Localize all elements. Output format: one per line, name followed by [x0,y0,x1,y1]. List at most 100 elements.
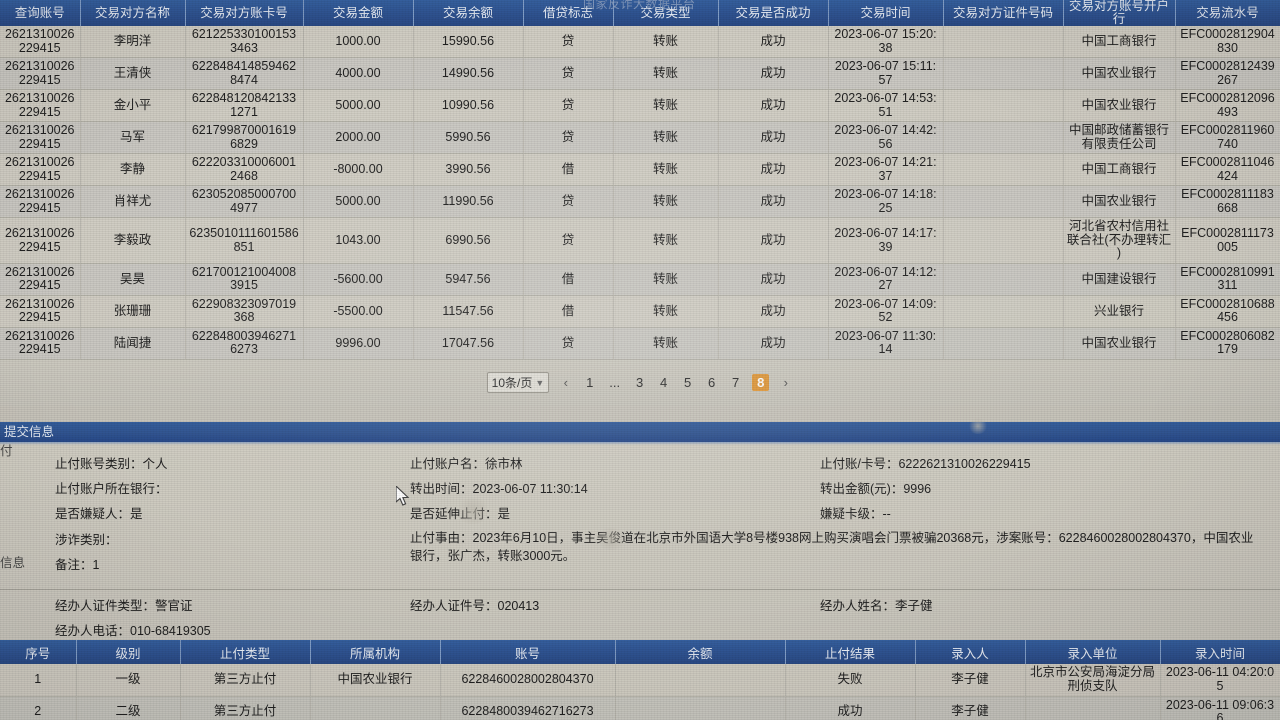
cell-counterparty-name: 李明洋 [80,26,186,59]
cell-idno [943,57,1064,91]
cell-amount: 1000.00 [303,26,414,59]
table-row[interactable]: 2621310026229415 张珊珊 622908323097019368 … [0,295,1280,328]
page-button-3[interactable]: 3 [635,375,644,391]
page-button-5[interactable]: 5 [683,375,692,391]
page-button-6[interactable]: 6 [707,375,716,391]
cell-time: 2023-06-07 15:20:38 [828,26,944,59]
cell-success: 成功 [718,185,829,219]
cell-counterparty-card: 6228481208421331271 [185,89,304,123]
page-button-1[interactable]: 1 [586,375,594,391]
cell-serial: EFC0002810688456 [1175,295,1280,328]
cell-amount: 4000.00 [303,57,414,91]
cell-time: 2023-06-07 14:42:56 [828,121,944,155]
th-stop-result[interactable]: 止付结果 [785,640,916,664]
transaction-table-header: 查询账号 交易对方名称 交易对方账卡号 交易金额 交易余额 借贷标志 交易类型 … [0,0,1280,27]
next-page-button[interactable]: › [783,375,789,391]
table-row[interactable]: 2621310026229415 李明洋 6212253301001533463… [0,26,1280,59]
page-size-select[interactable]: 10条/页 ▼ [486,372,550,394]
reason-block: 涉诈类别： 备注：1 止付事由：2023年6月10日，事主吴俊道在北京市外国语大… [0,525,1280,583]
cell-stop-type: 第三方止付 [180,664,311,697]
cell-amount: -8000.00 [303,153,414,187]
chevron-down-icon: ▼ [535,377,545,388]
cell-counterparty-name: 吴昊 [80,263,186,296]
th-no[interactable]: 序号 [0,640,77,664]
cell-counterparty-card: 6217998700016196829 [185,121,304,155]
field-transfer-time: 转出时间：2023-06-07 11:30:14 [410,481,588,496]
cell-query-account: 2621310026229415 [0,121,81,155]
page-ellipsis[interactable]: ... [609,375,621,391]
th-unit[interactable]: 录入单位 [1025,640,1161,664]
table-row[interactable]: 2621310026229415 金小平 6228481208421331271… [0,89,1280,123]
page-button-4[interactable]: 4 [659,375,668,391]
cell-no: 2 [0,696,77,720]
cell-query-account: 2621310026229415 [0,57,81,91]
cell-counterparty-card: 622908323097019368 [185,295,304,328]
table-row[interactable]: 2 二级 第三方止付 6228480039462716273 成功 李子健 20… [0,696,1280,720]
th-counterparty-bank[interactable]: 交易对方账号开户行 [1063,0,1176,27]
th-account[interactable]: 账号 [440,640,616,664]
cell-type: 转账 [613,217,719,264]
th-counterparty-idno[interactable]: 交易对方证件号码 [943,0,1064,27]
handler-row-2: 经办人电话：010-68419305 [0,617,1280,642]
cell-amount: 5000.00 [303,185,414,219]
info-row-2: 止付账户所在银行： 转出时间：2023-06-07 11:30:14 转出金额(… [0,475,1280,500]
th-serial-number[interactable]: 交易流水号 [1175,0,1280,27]
cell-type: 转账 [613,263,719,296]
transaction-table-body: 2621310026229415 李明洋 6212253301001533463… [0,26,1280,360]
cell-time: 2023-06-07 14:17:39 [828,217,944,264]
cell-serial: EFC0002812904830 [1175,26,1280,59]
page-button-7[interactable]: 7 [731,375,740,391]
table-row[interactable]: 2621310026229415 吴昊 6217001210040083915 … [0,263,1280,296]
th-entry-time[interactable]: 录入时间 [1160,640,1280,664]
cell-query-account: 2621310026229415 [0,153,81,187]
cell-counterparty-card: 6228480039462716273 [185,327,304,360]
cell-type: 转账 [613,327,719,360]
table-row[interactable]: 2621310026229415 李静 6222033100060012468 … [0,153,1280,187]
th-org[interactable]: 所属机构 [310,640,441,664]
cell-idno [943,327,1064,360]
cell-open-bank: 中国农业银行 [1063,57,1176,91]
cell-balance: 15990.56 [413,26,524,59]
cell-open-bank: 中国农业银行 [1063,185,1176,219]
cell-level: 一级 [76,664,181,697]
cell-operator: 李子健 [915,696,1026,720]
prev-page-button[interactable]: ‹ [563,375,568,391]
th-level[interactable]: 级别 [76,640,181,664]
cell-idno [943,217,1064,264]
th-balance[interactable]: 余额 [615,640,786,664]
cell-success: 成功 [718,26,829,59]
th-counterparty-name[interactable]: 交易对方名称 [80,0,186,27]
table-row[interactable]: 2621310026229415 王清侠 6228484148594628474… [0,57,1280,91]
table-row[interactable]: 2621310026229415 肖祥尤 6230520850007004977… [0,185,1280,219]
cell-type: 转账 [613,153,719,187]
th-is-success[interactable]: 交易是否成功 [718,0,829,27]
cell-counterparty-name: 张珊珊 [80,295,186,328]
cell-amount: 5000.00 [303,89,414,123]
cell-idno [943,26,1064,59]
th-operator[interactable]: 录入人 [915,640,1026,664]
table-row[interactable]: 2621310026229415 马军 6217998700016196829 … [0,121,1280,155]
th-counterparty-card[interactable]: 交易对方账卡号 [185,0,304,27]
cell-balance [615,696,786,720]
th-debit-credit-flag[interactable]: 借贷标志 [523,0,614,27]
table-row[interactable]: 1 一级 第三方止付 中国农业银行 6228460028002804370 失败… [0,664,1280,697]
th-query-account[interactable]: 查询账号 [0,0,81,27]
cell-idno [943,121,1064,155]
result-table-body: 1 一级 第三方止付 中国农业银行 6228460028002804370 失败… [0,664,1280,720]
cell-query-account: 2621310026229415 [0,295,81,328]
cell-query-account: 2621310026229415 [0,327,81,360]
th-amount[interactable]: 交易金额 [303,0,414,27]
th-stop-type[interactable]: 止付类型 [180,640,311,664]
th-balance[interactable]: 交易余额 [413,0,524,27]
table-row[interactable]: 2621310026229415 李毅政 6235010111601586851… [0,217,1280,264]
page-button-8-active[interactable]: 8 [752,374,770,392]
cell-time: 2023-06-07 11:30:14 [828,327,944,360]
th-transaction-type[interactable]: 交易类型 [613,0,719,27]
cell-open-bank: 兴业银行 [1063,295,1176,328]
cell-balance: 5990.56 [413,121,524,155]
cell-open-bank: 中国农业银行 [1063,327,1176,360]
th-transaction-time[interactable]: 交易时间 [828,0,944,27]
table-row[interactable]: 2621310026229415 陆闻捷 6228480039462716273… [0,327,1280,360]
platform-title: 国家反诈大数据平台 [583,0,696,11]
